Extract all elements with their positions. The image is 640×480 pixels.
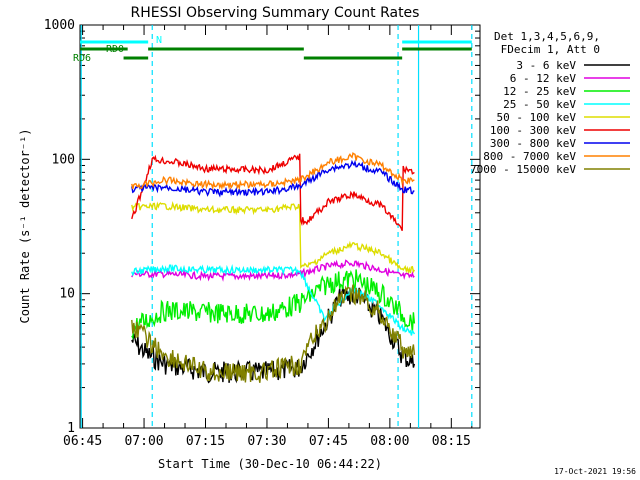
legend-label: 3 - 6 keV xyxy=(516,59,576,72)
x-tick-label: 07:15 xyxy=(186,434,225,449)
y-tick-label: 1000 xyxy=(44,18,75,33)
state-bar-label: N xyxy=(156,35,162,46)
series-line-1 xyxy=(131,259,415,282)
legend: Det 1,3,4,5,6,9,FDecim 1, Att 0 3 - 6 keV… xyxy=(470,30,630,176)
x-tick-label: 07:00 xyxy=(124,434,163,449)
state-bar-label: RD6 xyxy=(73,53,91,64)
x-tick-label: 07:30 xyxy=(247,434,286,449)
footer-date: 17-Oct-2021 19:56 xyxy=(554,467,636,476)
legend-header-line: FDecim 1, Att 0 xyxy=(501,43,600,56)
legend-label: 50 - 100 keV xyxy=(497,111,577,124)
time-markers xyxy=(80,25,473,428)
chart-title: RHESSI Observing Summary Count Rates xyxy=(131,5,420,21)
legend-label: 300 - 800 keV xyxy=(490,137,576,150)
x-tick-label: 08:00 xyxy=(370,434,409,449)
series-line-7 xyxy=(131,152,415,191)
x-tick-label: 08:15 xyxy=(432,434,471,449)
legend-label: 12 - 25 keV xyxy=(503,85,576,98)
y-tick-label: 1 xyxy=(67,421,75,436)
series-line-8 xyxy=(131,284,416,383)
series-line-0 xyxy=(131,286,416,384)
y-axis-label: Count Rate (s⁻¹ detector⁻¹) xyxy=(18,128,32,323)
y-tick-label: 10 xyxy=(59,287,75,302)
state-bars: N RD0 RD6 xyxy=(73,35,472,64)
series-line-5 xyxy=(131,153,415,231)
state-bar-label: RD0 xyxy=(106,44,124,55)
legend-label: 6 - 12 keV xyxy=(510,72,577,85)
x-tick-label: 07:45 xyxy=(309,434,348,449)
series-line-6 xyxy=(131,159,415,198)
x-axis: 06:45 07:00 07:15 07:30 07:45 08:00 08:15 xyxy=(63,25,473,449)
plot-frame xyxy=(79,24,481,429)
series-group xyxy=(131,152,416,384)
series-line-2 xyxy=(131,269,416,341)
legend-label: 100 - 300 keV xyxy=(490,124,576,137)
legend-header-line: Det 1,3,4,5,6,9, xyxy=(494,30,600,43)
legend-label: 800 - 7000 keV xyxy=(483,150,576,163)
y-tick-label: 100 xyxy=(52,152,75,167)
legend-label: 7000 - 15000 keV xyxy=(470,163,576,176)
x-axis-label: Start Time (30-Dec-10 06:44:22) xyxy=(158,457,382,471)
x-tick-label: 06:45 xyxy=(63,434,102,449)
legend-label: 25 - 50 keV xyxy=(503,98,576,111)
series-line-4 xyxy=(131,200,415,275)
